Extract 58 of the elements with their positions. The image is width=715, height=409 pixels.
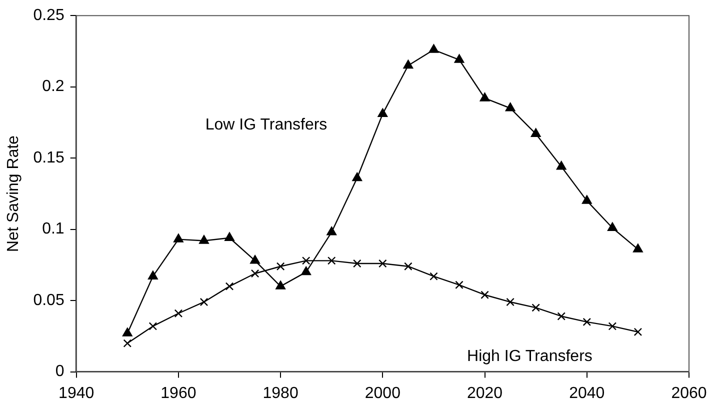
- y-tick-label: 0: [55, 363, 64, 380]
- y-tick-label: 0.15: [33, 149, 64, 166]
- point: [378, 108, 388, 118]
- point: [404, 262, 412, 270]
- point: [403, 60, 414, 69]
- point: [224, 232, 234, 241]
- point: [148, 322, 158, 330]
- point: [122, 328, 132, 336]
- point: [505, 102, 516, 112]
- point: [199, 235, 209, 244]
- point: [250, 269, 260, 278]
- point: [174, 234, 184, 242]
- point: [352, 172, 362, 182]
- x-tick-label: 2060: [671, 384, 707, 402]
- point: [225, 282, 234, 290]
- point: [532, 304, 540, 312]
- point: [454, 54, 464, 63]
- point: [557, 312, 566, 320]
- point: [582, 195, 592, 204]
- x-tick-label: 2020: [466, 384, 503, 402]
- point: [455, 280, 464, 290]
- y-tick-label: 0.25: [33, 7, 64, 24]
- x-tick-label: 1980: [262, 384, 298, 402]
- series-label: High IG Transfers: [467, 348, 592, 366]
- point: [123, 339, 132, 348]
- y-tick-label: 0.1: [42, 220, 64, 238]
- point: [302, 256, 310, 265]
- point: [200, 298, 208, 306]
- point: [582, 318, 592, 326]
- point: [428, 44, 439, 53]
- x-tick-label: 2000: [364, 384, 401, 402]
- point: [276, 280, 286, 290]
- point: [301, 266, 312, 276]
- point: [250, 255, 260, 264]
- y-tick-label: 0.05: [33, 292, 64, 309]
- y-axis-title: Net Saving Rate: [5, 135, 22, 252]
- point: [634, 328, 642, 336]
- point: [556, 161, 566, 170]
- point: [607, 222, 618, 231]
- x-tick-label: 1960: [160, 384, 196, 402]
- x-tick-label: 1940: [58, 384, 94, 402]
- point: [608, 322, 617, 330]
- point: [174, 309, 183, 318]
- point: [378, 259, 387, 268]
- y-tick-label: 0.2: [42, 78, 64, 96]
- point: [480, 92, 490, 102]
- point: [506, 298, 514, 306]
- point: [148, 270, 158, 280]
- text: Low IG Transfers: [205, 116, 328, 134]
- point: [353, 259, 362, 268]
- point: [326, 226, 337, 236]
- x-tick-label: 2040: [569, 384, 605, 402]
- point: [327, 256, 336, 265]
- point: [480, 290, 489, 299]
- point: [633, 244, 643, 252]
- point: [430, 272, 438, 280]
- point: [530, 128, 541, 137]
- point: [276, 262, 285, 270]
